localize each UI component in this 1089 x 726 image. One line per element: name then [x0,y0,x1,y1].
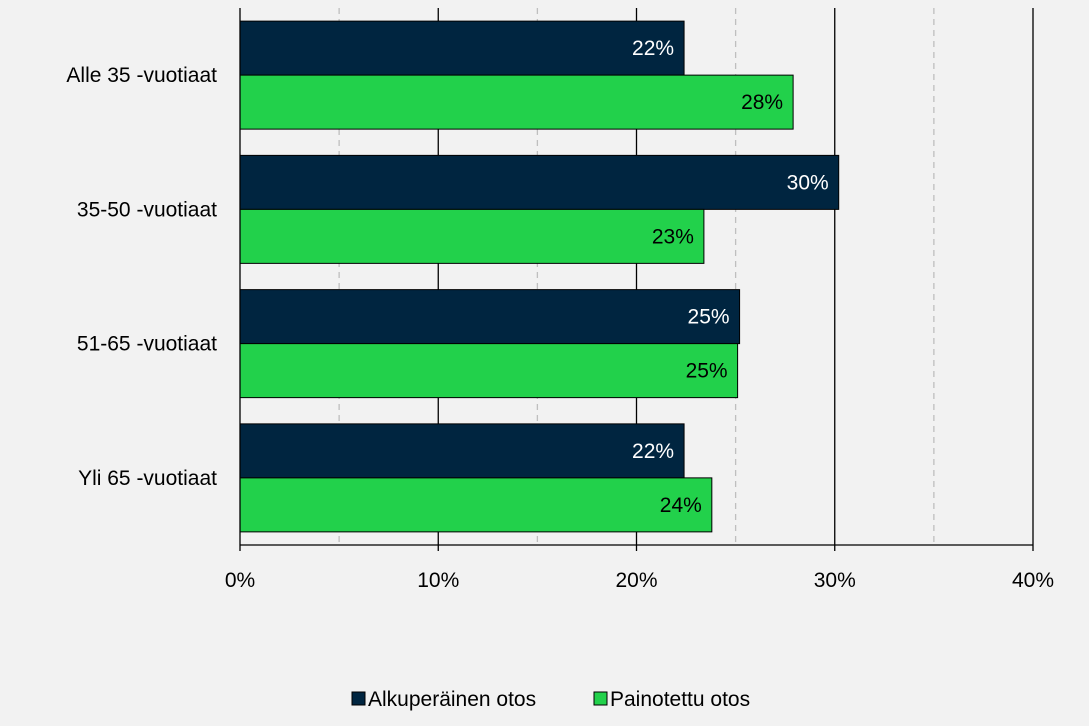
bar-alkuperainen [239,154,840,210]
legend: Alkuperäinen otos Painotettu otos [351,688,750,711]
bar-painotettu [239,477,713,533]
bar-data-label: 25% [686,360,728,383]
legend-item-painotettu: Painotettu otos [593,688,750,711]
bar-data-label: 25% [688,306,730,329]
bar-painotettu [239,208,705,264]
bar-alkuperainen [239,289,741,345]
bar-data-label: 30% [787,171,829,194]
bar-data-label: 24% [660,494,702,517]
legend-label: Alkuperäinen otos [368,688,536,711]
x-tick-label: 0% [225,569,255,592]
legend-swatch [351,691,366,706]
category-label: Alle 35 -vuotiaat [66,64,217,87]
x-tick-label: 30% [814,569,856,592]
category-label: 51-65 -vuotiaat [77,333,217,356]
bar-data-label: 23% [652,225,694,248]
bar-data-label: 22% [632,37,674,60]
category-label: 35-50 -vuotiaat [77,198,217,221]
category-label: Yli 65 -vuotiaat [78,467,217,490]
bar-alkuperainen [239,20,685,76]
x-tick-label: 40% [1012,569,1054,592]
legend-label: Painotettu otos [610,688,750,711]
bar-painotettu [239,343,739,399]
axis-layer: Alle 35 -vuotiaat 35-50 -vuotiaat 51-65 -v… [66,8,1054,592]
bars-layer: 22% 28% 30% 23% 25% 25% 22% 24% [239,20,840,533]
legend-swatch [593,691,608,706]
bar-data-label: 28% [741,91,783,114]
bar-alkuperainen [239,423,685,479]
x-tick-label: 10% [417,569,459,592]
legend-item-alkuperainen: Alkuperäinen otos [351,688,536,711]
x-tick-label: 20% [615,569,657,592]
bar-painotettu [239,74,794,130]
bar-data-label: 22% [632,440,674,463]
